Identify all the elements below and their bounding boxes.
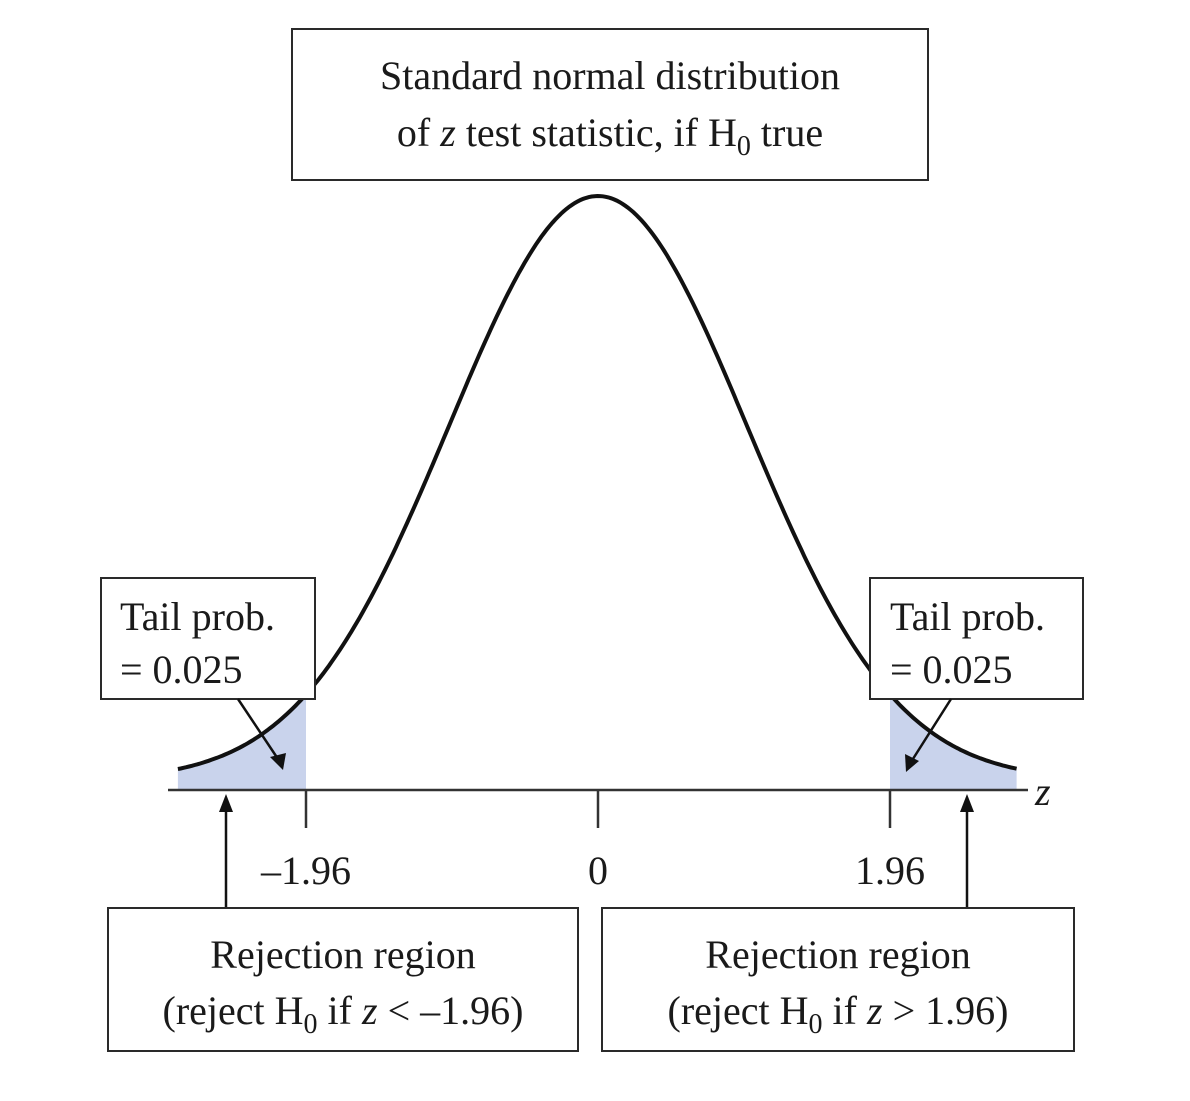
right-tail-line2: = 0.025 <box>890 647 1013 692</box>
axis-ticks: –1.96 0 1.96 <box>260 790 925 893</box>
left-tail-box <box>100 577 316 700</box>
left-tail-shade <box>177 694 306 790</box>
axis-variable-label: z <box>1034 769 1051 814</box>
tick-label: 1.96 <box>855 848 925 893</box>
right-rejection-line1: Rejection region <box>705 932 970 977</box>
left-tail-line2: = 0.025 <box>120 647 243 692</box>
right-tail-shade <box>890 694 1017 790</box>
title-line1: Standard normal distribution <box>380 53 840 98</box>
title-line2: of z test statistic, if H0 true <box>397 110 823 162</box>
right-rejection-pointer <box>960 794 974 908</box>
left-tail-line1: Tail prob. <box>120 594 275 639</box>
tick-label: –1.96 <box>260 848 351 893</box>
right-rejection-line2: (reject H0 if z > 1.96) <box>668 988 1009 1040</box>
right-tail-pointer <box>905 698 953 772</box>
tick-label: 0 <box>588 848 608 893</box>
right-rejection-box <box>601 907 1075 1052</box>
left-rejection-box <box>107 907 579 1052</box>
left-rejection-line2: (reject H0 if z < –1.96) <box>163 988 524 1040</box>
right-tail-line1: Tail prob. <box>890 594 1045 639</box>
left-tail-pointer <box>236 698 286 770</box>
left-rejection-line1: Rejection region <box>210 932 475 977</box>
title-box <box>291 28 929 181</box>
right-tail-box <box>869 577 1084 700</box>
left-rejection-pointer <box>219 794 233 908</box>
